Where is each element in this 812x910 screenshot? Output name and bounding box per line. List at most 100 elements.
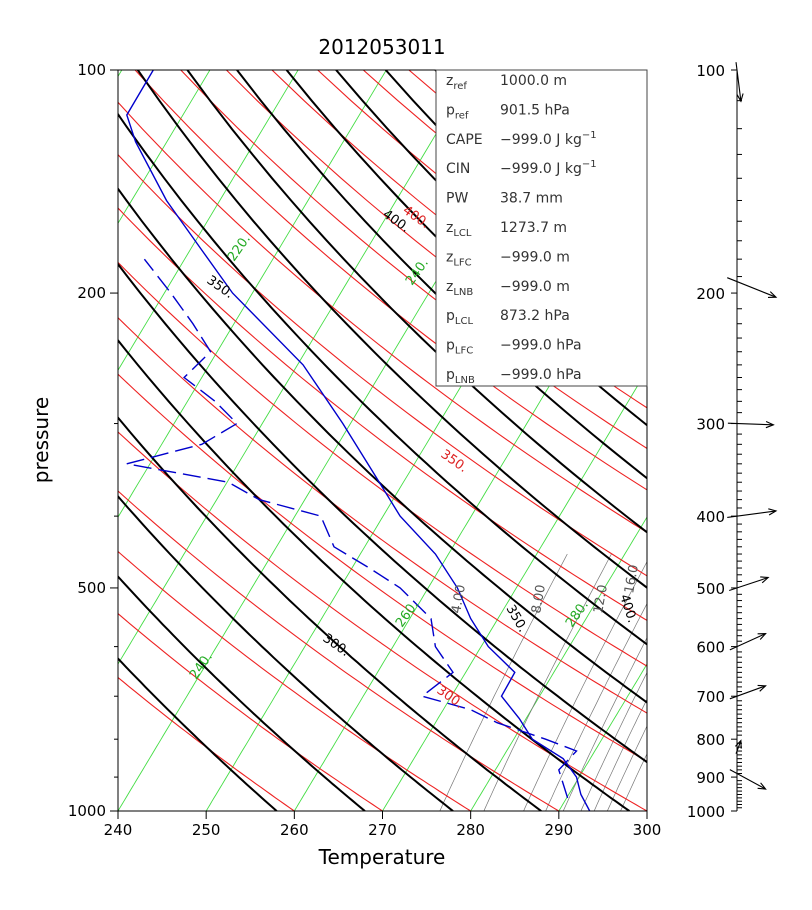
wind-level-label: 800 [696,731,725,749]
wind-arrow [729,769,766,790]
mixing-ratio-line [620,752,647,811]
wind-level-label: 300 [696,416,725,434]
sounding-profiles [126,70,591,811]
info-box-frame [435,69,648,387]
dry-adiabat-line [118,612,383,811]
isotherm-line [558,663,647,811]
dry-adiabat-line [118,261,647,667]
mixing-ratio-label: 8.00 [529,584,549,615]
info-box: zref 1000.0 m pref 901.5 hPa CAPE −999.0 J kg… [435,69,648,387]
wind-arrow [735,62,742,102]
info-label: pLCL [446,308,473,327]
moist-adiabat-line [136,70,647,589]
wind-level-label: 500 [696,580,725,598]
info-value: −999.0 J kg−1 [500,159,597,177]
mixing-ratio-line [606,725,647,811]
moist-adiabat-line [118,494,454,811]
isotherm-line [470,516,647,811]
info-label: pLNB [446,367,475,386]
isotherm-line [118,70,299,372]
wind-level-label: 900 [696,769,725,787]
wind-arrowhead [760,576,770,584]
wind-arrow [727,510,777,518]
y-tick-label: 500 [77,579,106,597]
moist-adiabat-line [118,657,278,811]
wind-profile: 100 200 300 400 500 600 700 800 900 1000 [687,62,778,821]
y-tick-label: 100 [77,61,106,79]
wind-arrow [729,633,766,651]
wind-level-label: 400 [696,508,725,526]
x-tick-label: 300 [633,821,662,839]
info-value: 873.2 hPa [500,308,570,324]
wind-level-label: 700 [696,688,725,706]
mixing-ratio-label: 12.0 [591,584,611,615]
isotherm-line [382,369,647,811]
info-label: zLNB [446,279,473,298]
isotherm-line [118,70,475,665]
dry-adiabat-line [118,316,647,714]
info-label: zLCL [446,220,472,239]
info-value: −999.0 hPa [500,367,582,383]
wind-level-label: 600 [696,639,725,657]
info-label: CIN [446,161,470,177]
wind-level-label: 100 [696,62,725,80]
y-axis-label: pressure [29,397,53,483]
x-tick-label: 270 [368,821,397,839]
x-axis-label: Temperature [318,845,446,869]
info-label: pLFC [446,338,473,357]
moist-adiabat-line [118,262,647,764]
info-value: −999.0 m [500,249,570,265]
wind-arrowhead [757,782,767,790]
wind-arrowhead [767,291,778,298]
mixing-ratio-line [593,698,647,811]
y-axis: 100 200 500 1000 [68,61,118,820]
wind-arrowhead [757,633,767,640]
info-value: 38.7 mm [500,191,563,207]
chart-title: 2012053011 [318,35,445,59]
mixing-ratio-line [483,553,612,811]
wind-level-label: 200 [696,285,725,303]
dry-adiabat-line [118,101,647,534]
mixing-ratio-label: 4.00 [449,584,469,615]
moist-adiabat-line [118,338,630,811]
dry-adiabat-line [118,550,471,811]
isotherm-line [118,70,387,518]
mixing-ratio-label: 16.0 [622,564,642,595]
info-value: 1273.7 m [500,220,567,236]
info-value: −999.0 hPa [500,338,582,354]
temperature-profile [126,70,591,811]
wind-arrow [729,685,766,700]
mixing-ratio-line [439,553,568,811]
x-tick-label: 250 [192,821,221,839]
info-label: PW [446,191,468,207]
moist-adiabat-line [118,416,542,811]
x-tick-label: 290 [545,821,574,839]
info-label: pref [446,102,469,121]
x-tick-label: 280 [456,821,485,839]
info-value: 1000.0 m [500,73,567,89]
x-tick-label: 260 [280,821,309,839]
info-value: 901.5 hPa [500,102,570,118]
y-tick-label: 200 [77,284,106,302]
info-label: zref [446,73,467,92]
wind-arrowhead [757,684,767,692]
wind-level-label: 1000 [687,803,725,821]
dewpoint-profile [126,258,578,799]
wind-arrowhead [735,739,742,749]
x-tick-label: 240 [104,821,133,839]
info-value: −999.0 J kg−1 [500,130,597,148]
info-label: zLFC [446,249,472,268]
wind-arrowhead [736,93,744,103]
dry-adiabat-line [118,676,295,811]
wind-arrowhead [768,508,778,516]
dry-adiabat-line [118,207,647,622]
moist-adiabat-line [118,575,366,811]
wind-arrow [727,277,777,298]
wind-arrow [727,422,774,426]
wind-arrowhead [765,420,775,429]
wind-arrow [729,577,769,592]
mixing-ratio-line [580,671,647,811]
info-label: CAPE [446,132,483,148]
info-value: −999.0 m [500,279,570,295]
